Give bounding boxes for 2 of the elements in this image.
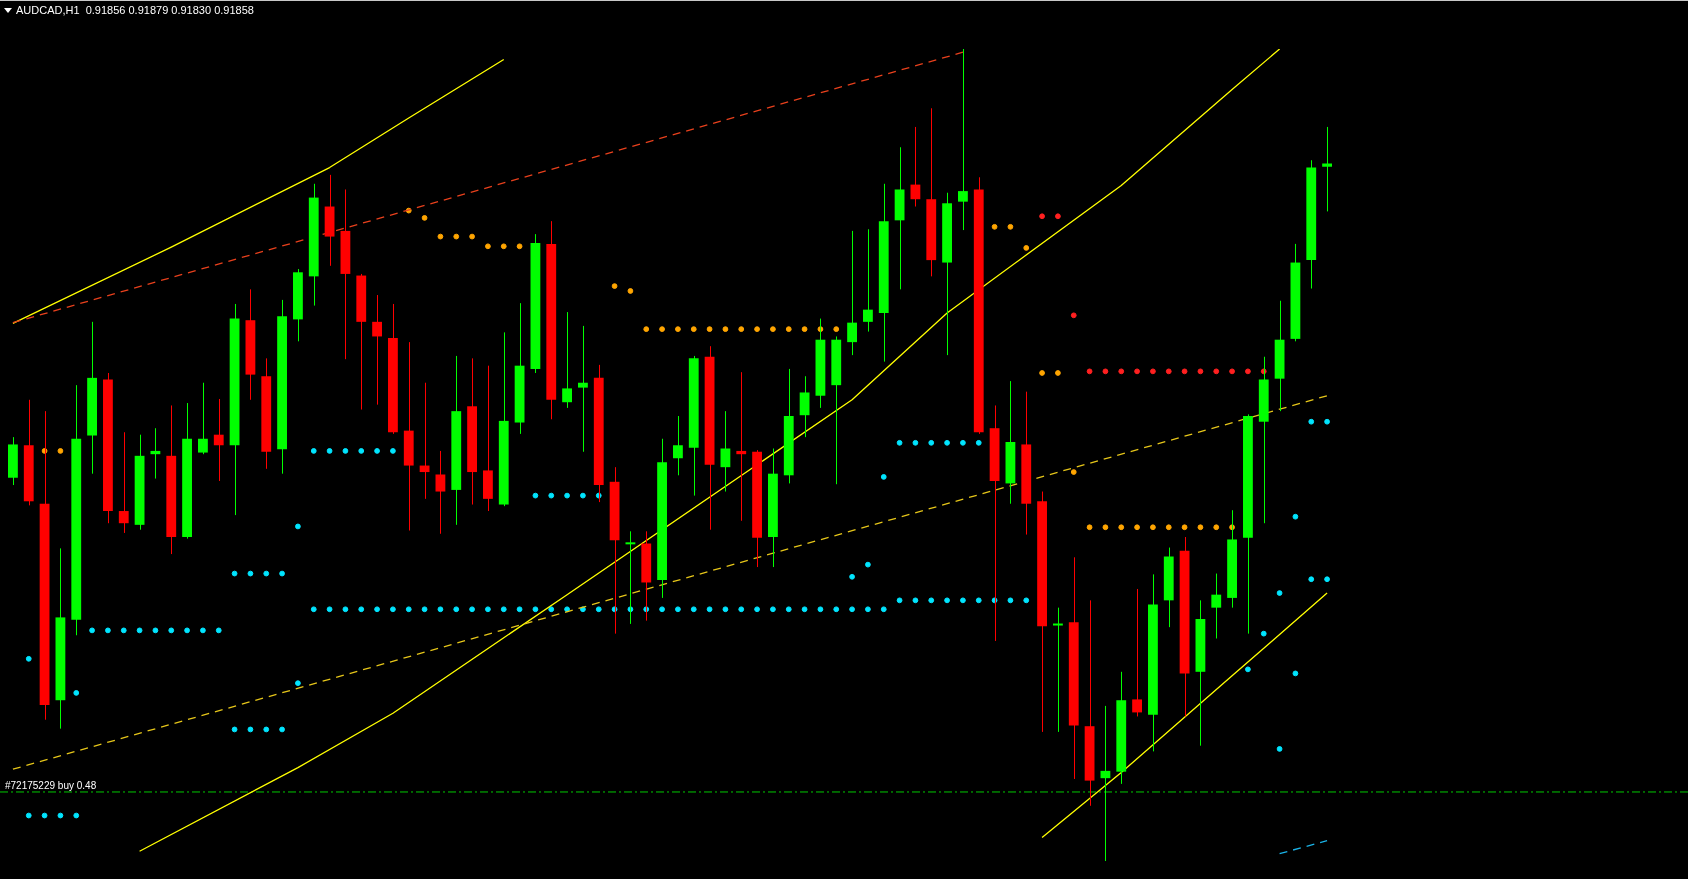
- chart-title: AUDCAD,H1 0.91856 0.91879 0.91830 0.91858: [16, 4, 254, 16]
- ref-line-label: #72175229 buy 0.48: [5, 779, 97, 791]
